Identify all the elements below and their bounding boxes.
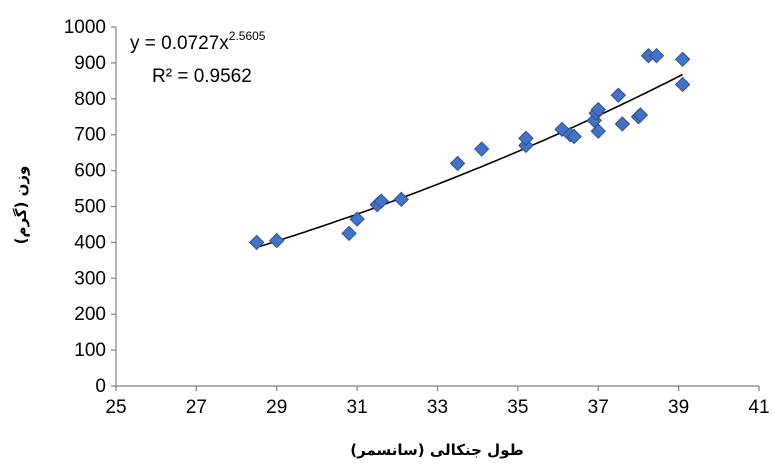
data-point [349, 211, 365, 227]
y-axis-title: وزن (گرم) [12, 166, 30, 245]
data-point [614, 116, 631, 132]
data-point [674, 51, 691, 68]
data-point [373, 193, 389, 209]
x-tick-label: 33 [427, 397, 448, 418]
data-point [393, 191, 410, 208]
r-squared-label: R² = 0.9562 [152, 66, 252, 87]
y-tick-label: 200 [74, 304, 106, 325]
x-tick-label: 35 [507, 397, 528, 418]
data-point [610, 87, 627, 103]
y-tick-label: 100 [74, 340, 106, 361]
data-point [648, 48, 665, 64]
data-point [473, 141, 490, 157]
y-tick-label: 700 [74, 125, 106, 146]
data-point [590, 123, 606, 139]
y-tick-label: 500 [74, 197, 106, 218]
x-tick-label: 39 [668, 397, 689, 418]
data-point [674, 76, 691, 93]
x-axis-title: طول جنکالی (سانسمر) [350, 441, 523, 459]
data-point [341, 225, 357, 242]
data-point [632, 107, 649, 123]
x-axis-ticks: 25 27 29 31 33 35 37 39 41 [105, 386, 770, 418]
x-tick-label: 25 [105, 397, 126, 418]
data-points [248, 48, 691, 251]
y-axis-ticks: 0 100 200 300 400 500 600 700 800 900 1000 [64, 17, 116, 397]
data-point [590, 101, 606, 118]
x-tick-label: 29 [266, 397, 287, 418]
data-point [248, 234, 265, 251]
y-tick-label: 900 [74, 53, 106, 74]
y-tick-label: 1000 [64, 17, 106, 38]
x-tick-label: 31 [347, 397, 368, 418]
x-tick-label: 27 [186, 397, 207, 418]
y-tick-label: 400 [74, 232, 106, 253]
data-point [449, 155, 466, 172]
y-tick-label: 300 [74, 268, 106, 289]
y-tick-label: 800 [74, 89, 106, 110]
data-point [269, 232, 285, 249]
y-tick-label: 600 [74, 161, 106, 182]
data-point [518, 130, 534, 146]
x-tick-label: 37 [588, 397, 609, 418]
data-point [566, 128, 582, 145]
trendline [256, 73, 683, 249]
x-tick-label: 41 [748, 397, 769, 418]
equation-label: y = 0.0727x2.5605 [130, 29, 266, 54]
y-tick-label: 0 [95, 376, 106, 397]
